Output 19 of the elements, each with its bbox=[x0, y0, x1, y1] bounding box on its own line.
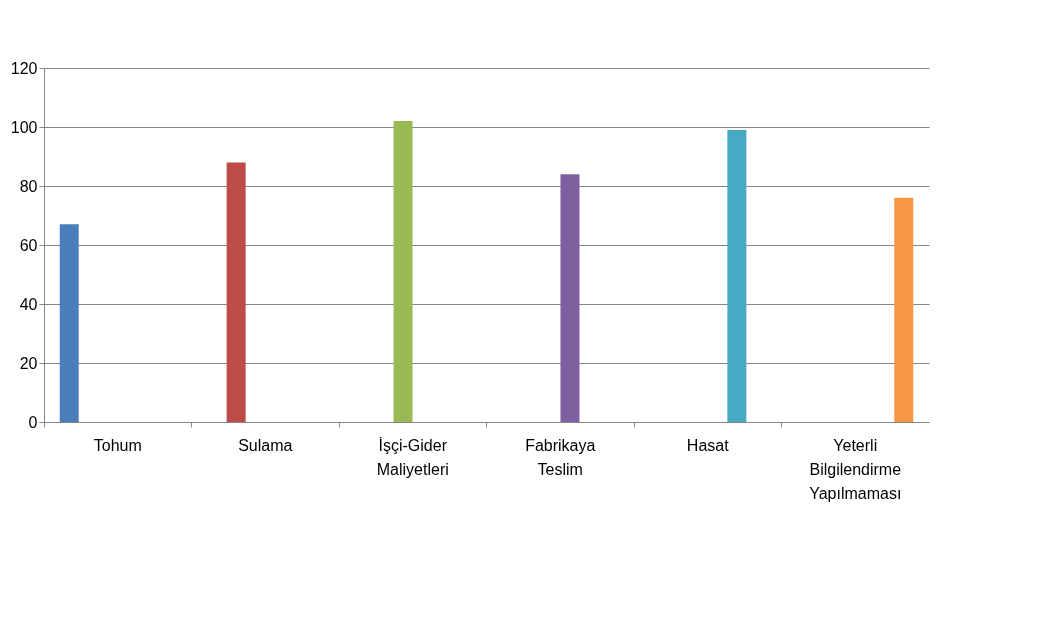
x-tick-label: Fabrikaya Teslim bbox=[525, 436, 596, 478]
y-tick-label: 80 bbox=[19, 177, 38, 195]
y-tick-label: 0 bbox=[28, 413, 38, 431]
x-tick-label: Sulama bbox=[238, 436, 293, 454]
bar bbox=[393, 121, 413, 422]
y-tick-label: 120 bbox=[10, 59, 38, 77]
y-tick-label: 60 bbox=[19, 236, 38, 254]
x-tick-label: Yeterli Bilgilendirme Yapılmaması bbox=[809, 436, 902, 502]
x-tick-label: Tohum bbox=[93, 436, 142, 454]
bar bbox=[59, 224, 79, 422]
bar bbox=[894, 197, 914, 422]
x-tick-label: İşçi-Gider Maliyetleri bbox=[376, 435, 449, 478]
y-tick-label: 20 bbox=[19, 354, 38, 372]
x-tick-label: Hasat bbox=[686, 436, 730, 454]
bar bbox=[226, 162, 246, 422]
y-tick-label: 100 bbox=[10, 118, 38, 136]
bar bbox=[560, 174, 580, 422]
bar bbox=[727, 129, 747, 422]
y-tick-label: 40 bbox=[19, 295, 38, 313]
